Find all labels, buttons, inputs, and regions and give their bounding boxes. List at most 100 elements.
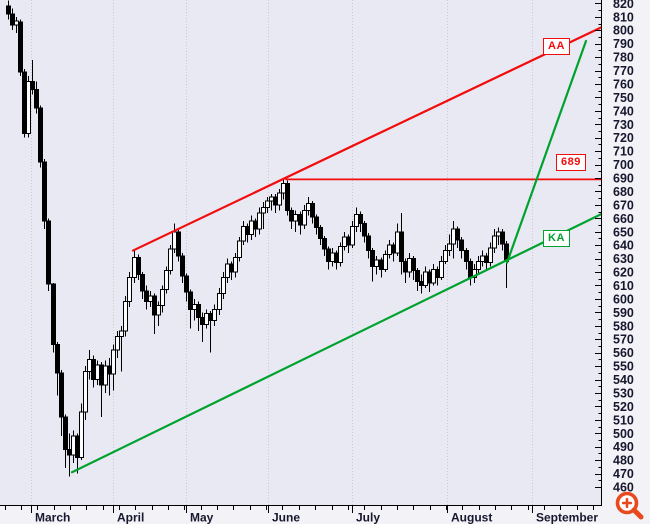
candle-body-down	[468, 260, 473, 278]
zoom-in-icon[interactable]	[612, 488, 648, 524]
candle	[184, 273, 189, 302]
y-axis-label: 730	[613, 118, 634, 132]
candle-body-up	[342, 236, 347, 248]
candle-body-up	[350, 225, 355, 246]
candle	[411, 255, 416, 281]
candle	[10, 8, 15, 31]
candle	[464, 247, 469, 270]
candle	[500, 229, 505, 251]
candle	[285, 180, 290, 216]
candle-body-down	[253, 220, 258, 230]
projection-line	[505, 39, 588, 264]
month-label: September	[536, 511, 598, 524]
candle-body-up	[132, 256, 137, 278]
y-axis: 8208108007907807707607507407307207107006…	[595, 0, 634, 495]
candle-body-down	[435, 268, 440, 278]
candle	[293, 210, 298, 232]
candle-body-up	[192, 303, 197, 311]
candle-body-down	[310, 203, 315, 218]
candle	[160, 285, 165, 313]
candle-body-down	[107, 365, 112, 375]
annotation-ka[interactable]: KA	[543, 230, 570, 247]
candle-body-up	[407, 258, 412, 273]
y-axis-label: 630	[613, 252, 634, 266]
candle	[257, 207, 262, 235]
y-axis-label: 650	[613, 225, 634, 239]
candle	[439, 255, 444, 281]
y-axis-label: 810	[613, 10, 634, 24]
candle-body-down	[176, 231, 181, 257]
month-label: March	[35, 511, 70, 524]
candle-body-up	[439, 260, 444, 278]
candle-body-up	[354, 213, 359, 227]
candle-body-down	[326, 248, 331, 262]
candle	[399, 212, 404, 275]
x-axis-labels: March April May June July August September	[35, 511, 598, 524]
candle	[217, 288, 222, 316]
candle-body-up	[383, 254, 388, 270]
candle-body-up	[119, 330, 124, 338]
candle-body-down	[229, 263, 234, 273]
candle	[370, 247, 375, 282]
candle	[443, 245, 448, 264]
candle-body-down	[30, 80, 35, 90]
annotation-689[interactable]: 689	[556, 154, 586, 171]
candle-body-up	[123, 301, 128, 332]
candle	[366, 233, 371, 259]
y-axis-label: 800	[613, 24, 634, 38]
y-axis-label: 700	[613, 158, 634, 172]
y-axis-label: 540	[613, 373, 634, 387]
candle-body-down	[370, 250, 375, 268]
candle	[447, 234, 452, 256]
candle-body-down	[500, 231, 505, 245]
y-axis-label: 670	[613, 198, 634, 212]
candle	[38, 105, 43, 168]
candle	[455, 226, 460, 248]
candle-body-down	[208, 313, 213, 321]
y-axis-label: 780	[613, 51, 634, 65]
candle-body-up	[212, 309, 217, 321]
y-axis-label: 740	[613, 104, 634, 118]
annotation-aa[interactable]: AA	[543, 38, 570, 55]
candle-body-down	[298, 213, 303, 226]
y-axis-label: 520	[613, 400, 634, 414]
y-axis-label: 710	[613, 145, 634, 159]
y-axis-label: 720	[613, 131, 634, 145]
candle-body-down	[144, 290, 149, 303]
candle-body-up	[221, 276, 226, 295]
candle-body-down	[136, 256, 141, 276]
candle	[168, 245, 173, 275]
candle	[362, 221, 367, 243]
candle	[83, 366, 88, 420]
candle-body-down	[91, 358, 96, 381]
candle	[488, 242, 493, 267]
candle	[115, 331, 120, 359]
candle-body-down	[75, 435, 80, 458]
magnifier-handle	[631, 507, 644, 520]
candle-body-down	[188, 291, 193, 311]
candle	[358, 211, 363, 232]
candle-body-up	[261, 207, 266, 214]
candle-body-down	[180, 255, 185, 277]
month-label: August	[451, 511, 492, 524]
candle-body-down	[391, 244, 396, 254]
candle-body-down	[399, 231, 404, 262]
candle	[188, 289, 193, 329]
y-axis-label: 460	[613, 481, 634, 495]
candle-body-up	[387, 244, 392, 256]
candle	[46, 218, 51, 291]
month-label: May	[190, 511, 214, 524]
y-axis-label: 640	[613, 239, 634, 253]
candle-body-down	[18, 21, 23, 73]
candle-body-down	[358, 213, 363, 225]
candle	[136, 254, 141, 281]
candle-body-down	[379, 259, 384, 270]
candle-body-down	[46, 220, 51, 285]
candle-body-up	[488, 247, 493, 264]
candle-body-up	[249, 220, 254, 235]
candle-body-up	[83, 370, 88, 413]
candle	[123, 296, 128, 337]
candle	[51, 282, 56, 353]
candle-body-down	[59, 372, 64, 418]
